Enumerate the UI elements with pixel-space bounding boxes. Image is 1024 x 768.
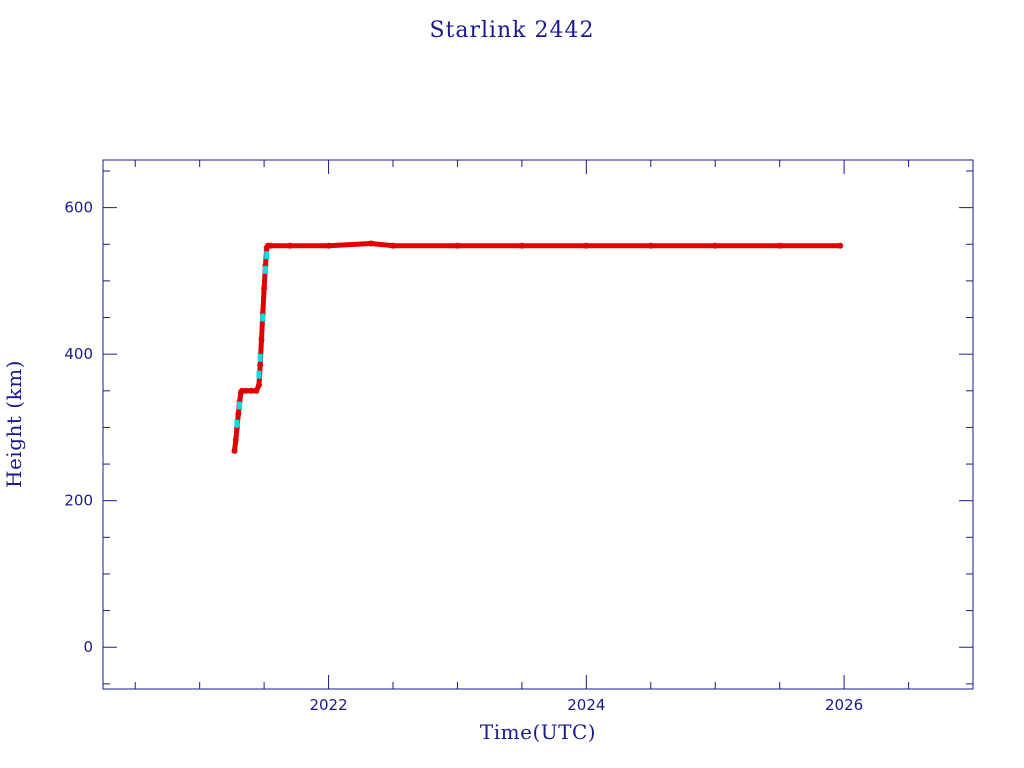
series-layer bbox=[231, 240, 844, 454]
data-point bbox=[256, 370, 262, 379]
data-point bbox=[286, 242, 293, 249]
data-point bbox=[257, 353, 263, 362]
chart-title: Starlink 2442 bbox=[429, 18, 594, 43]
data-point bbox=[261, 285, 268, 292]
data-point bbox=[232, 436, 239, 443]
data-point bbox=[390, 242, 396, 249]
y-axis-title: Height (km) bbox=[2, 360, 26, 488]
data-point bbox=[712, 242, 719, 249]
data-point bbox=[647, 242, 654, 249]
data-point bbox=[258, 336, 265, 343]
data-point bbox=[583, 242, 590, 249]
data-point bbox=[368, 240, 375, 247]
y-tick-label: 400 bbox=[64, 345, 93, 363]
x-axis-title: Time(UTC) bbox=[480, 720, 596, 744]
data-point bbox=[837, 242, 844, 249]
data-point bbox=[248, 387, 255, 394]
data-point bbox=[253, 387, 260, 394]
plot-frame bbox=[102, 159, 974, 690]
series-0-track bbox=[232, 241, 843, 454]
data-point bbox=[262, 265, 268, 274]
data-point bbox=[776, 242, 783, 249]
data-point bbox=[237, 401, 243, 410]
data-point bbox=[256, 381, 262, 388]
y-tick-label: 600 bbox=[64, 199, 93, 217]
x-tick-label: 2026 bbox=[825, 696, 863, 714]
data-point bbox=[325, 242, 332, 249]
ticks-layer: 2022 2024 2026 0 200 400 600 bbox=[64, 160, 974, 714]
x-tick-label: 2024 bbox=[567, 696, 605, 714]
data-point bbox=[234, 419, 240, 428]
data-point bbox=[518, 242, 525, 249]
y-tick-label: 0 bbox=[83, 638, 93, 656]
data-point bbox=[257, 362, 264, 369]
y-tick-label: 200 bbox=[64, 492, 93, 510]
data-point bbox=[267, 242, 274, 249]
data-point bbox=[260, 313, 266, 322]
x-tick-label: 2022 bbox=[309, 696, 347, 714]
data-point bbox=[235, 411, 242, 418]
data-point bbox=[454, 242, 461, 249]
data-point bbox=[231, 447, 238, 454]
data-point bbox=[264, 251, 270, 260]
data-point bbox=[243, 387, 250, 394]
